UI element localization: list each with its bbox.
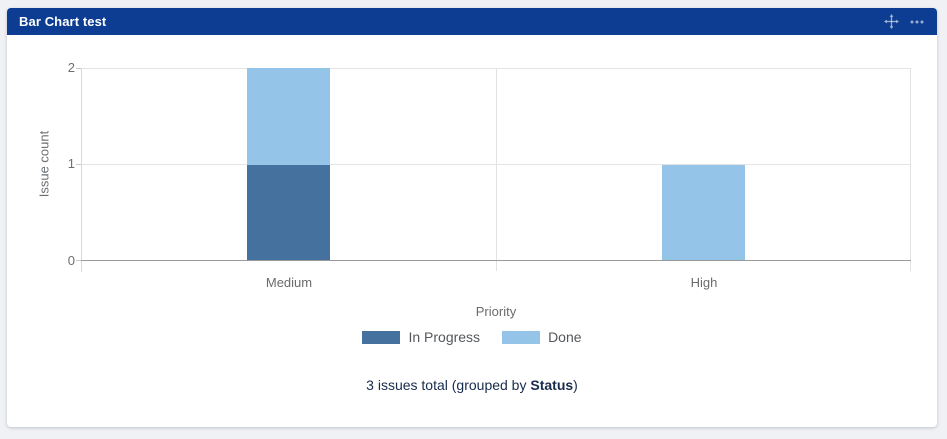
y-tick-label-2: 2 [67, 60, 75, 75]
y-axis-line [81, 68, 82, 272]
summary-suffix: ) [573, 377, 578, 393]
x-tick-label-medium: Medium [265, 275, 313, 290]
y-tick-mark-1 [76, 164, 81, 165]
gadget-header[interactable]: Bar Chart test [7, 8, 937, 35]
y-tick-label-0: 0 [67, 253, 75, 268]
x-tick-label-high: High [690, 275, 718, 290]
legend-label: Done [548, 329, 582, 345]
summary-text: 3 issues total (grouped by Status) [7, 377, 937, 393]
summary-group-by: Status [530, 377, 574, 393]
bar-medium-in-progress[interactable] [247, 164, 330, 261]
y-tick-mark-0 [76, 260, 81, 261]
gadget-card: Bar Chart test [7, 8, 937, 427]
legend-label: In Progress [408, 329, 481, 345]
more-menu-icon[interactable] [909, 14, 925, 30]
legend-item-done: Done [502, 329, 582, 345]
summary-prefix: 3 issues total (grouped by [366, 377, 531, 393]
category-divider-line [496, 68, 497, 271]
legend-swatch [362, 330, 401, 344]
chart-legend: In Progress Done [7, 329, 937, 345]
bar-high-done[interactable] [662, 164, 745, 261]
plot-right-border-line [910, 68, 911, 271]
chart-plot-area [76, 68, 911, 272]
gadget-body: Issue count 2 1 0 Medium High Priority I… [7, 35, 937, 427]
move-icon[interactable] [883, 14, 899, 30]
y-tick-mark-2 [76, 68, 81, 69]
bar-medium-done[interactable] [247, 68, 330, 165]
gadget-title: Bar Chart test [19, 14, 107, 29]
legend-swatch [502, 330, 541, 344]
x-axis-line [81, 260, 911, 261]
gadget-header-actions [883, 14, 925, 30]
y-axis-title: Issue count [36, 130, 52, 198]
legend-item-in-progress: In Progress [362, 329, 480, 345]
y-tick-label-1: 1 [67, 156, 75, 171]
x-axis-title: Priority [475, 304, 517, 319]
